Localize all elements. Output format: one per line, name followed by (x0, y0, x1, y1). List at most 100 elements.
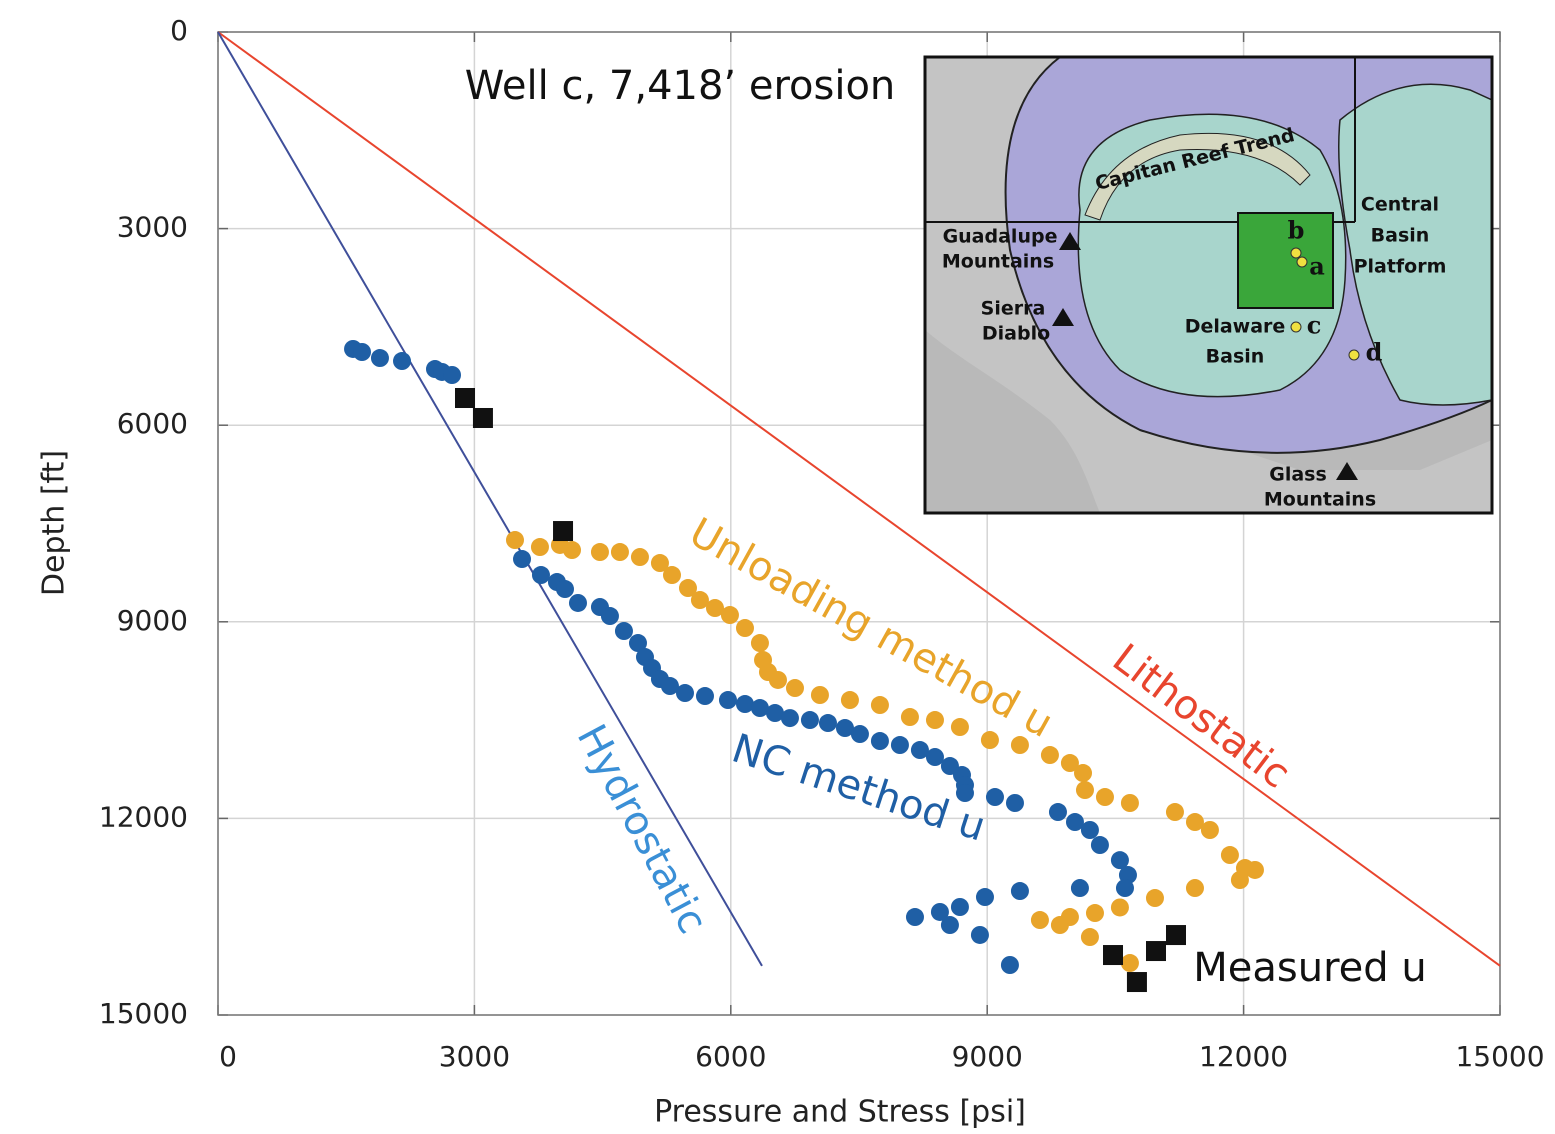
point (871, 732, 889, 750)
point (663, 566, 681, 584)
map-label: Basin (1206, 346, 1265, 368)
map-label: c (1307, 311, 1322, 340)
point (553, 521, 573, 541)
point (506, 531, 524, 549)
point (1221, 846, 1239, 864)
point (532, 566, 550, 584)
y-tick-label: 6000 (117, 407, 188, 440)
point (906, 908, 924, 926)
point (473, 408, 493, 428)
point (1006, 794, 1024, 812)
point (1146, 941, 1166, 961)
point (721, 606, 739, 624)
point (971, 926, 989, 944)
point (786, 679, 804, 697)
series-label: NC method u (726, 726, 990, 851)
map-well (1291, 322, 1301, 332)
point (811, 686, 829, 704)
y-tick-label: 0 (170, 14, 188, 47)
point (513, 550, 531, 568)
point (926, 748, 944, 766)
point (1049, 803, 1067, 821)
point (951, 898, 969, 916)
y-axis-title: Depth [ft] (37, 450, 72, 596)
point (601, 607, 619, 625)
map-label: Sierra (981, 298, 1046, 320)
x-tick-label: 6000 (695, 1040, 766, 1073)
point (719, 691, 737, 709)
point (736, 619, 754, 637)
line (218, 32, 762, 966)
y-tick-label: 15000 (99, 997, 188, 1030)
series-label: Measured u (1193, 945, 1426, 991)
annotation: Well c, 7,418’ erosion (465, 63, 896, 109)
point (781, 709, 799, 727)
point (819, 714, 837, 732)
point (1071, 879, 1089, 897)
map-label: Mountains (942, 251, 1054, 273)
point (615, 622, 633, 640)
point (1081, 928, 1099, 946)
point (531, 538, 549, 556)
point (1231, 871, 1249, 889)
map-label: Basin (1371, 225, 1430, 247)
y-tick-label: 12000 (99, 800, 188, 833)
point (871, 696, 889, 714)
point (1121, 954, 1139, 972)
point (769, 671, 787, 689)
point (1166, 803, 1184, 821)
x-tick-label: 9000 (952, 1040, 1023, 1073)
point (393, 352, 411, 370)
point (569, 594, 587, 612)
point (926, 711, 944, 729)
point (631, 548, 649, 566)
map-well (1291, 248, 1301, 258)
point (801, 711, 819, 729)
point (901, 708, 919, 726)
point (951, 718, 969, 736)
series-label: Lithostatic (1104, 635, 1298, 797)
point (976, 888, 994, 906)
point (851, 725, 869, 743)
map-label: Glass (1269, 464, 1327, 486)
point (696, 687, 714, 705)
point (1051, 916, 1069, 934)
page: {"chart_data": { "type": "scatter", "xla… (0, 0, 1555, 1134)
point (841, 691, 859, 709)
point (611, 543, 629, 561)
point (1166, 925, 1186, 945)
map-well (1297, 257, 1307, 267)
point (676, 684, 694, 702)
point (443, 366, 461, 384)
point (371, 349, 389, 367)
point (1127, 972, 1147, 992)
map-label: b (1288, 216, 1305, 245)
x-tick-label: 0 (219, 1040, 237, 1073)
point (1076, 781, 1094, 799)
point (941, 916, 959, 934)
y-tick-label: 9000 (117, 604, 188, 637)
point (1111, 898, 1129, 916)
map-label: a (1309, 252, 1325, 281)
point (1011, 882, 1029, 900)
point (353, 343, 371, 361)
point (986, 788, 1004, 806)
map-label: Mountains (1264, 489, 1376, 511)
point (1041, 746, 1059, 764)
point (563, 541, 581, 559)
point (556, 580, 574, 598)
map-label: Guadalupe (943, 226, 1058, 248)
point (591, 543, 609, 561)
chart: Capitan Reef TrendCentralBasinPlatformGu… (0, 0, 1555, 1134)
point (1146, 889, 1164, 907)
map-label: Delaware (1185, 316, 1286, 338)
point (751, 634, 769, 652)
inset-map: Capitan Reef TrendCentralBasinPlatformGu… (925, 57, 1492, 513)
point (1074, 764, 1092, 782)
map-label: Central (1361, 194, 1439, 216)
map-label: d (1366, 338, 1383, 367)
map-well (1349, 350, 1359, 360)
point (1001, 956, 1019, 974)
point (981, 731, 999, 749)
point (1096, 788, 1114, 806)
